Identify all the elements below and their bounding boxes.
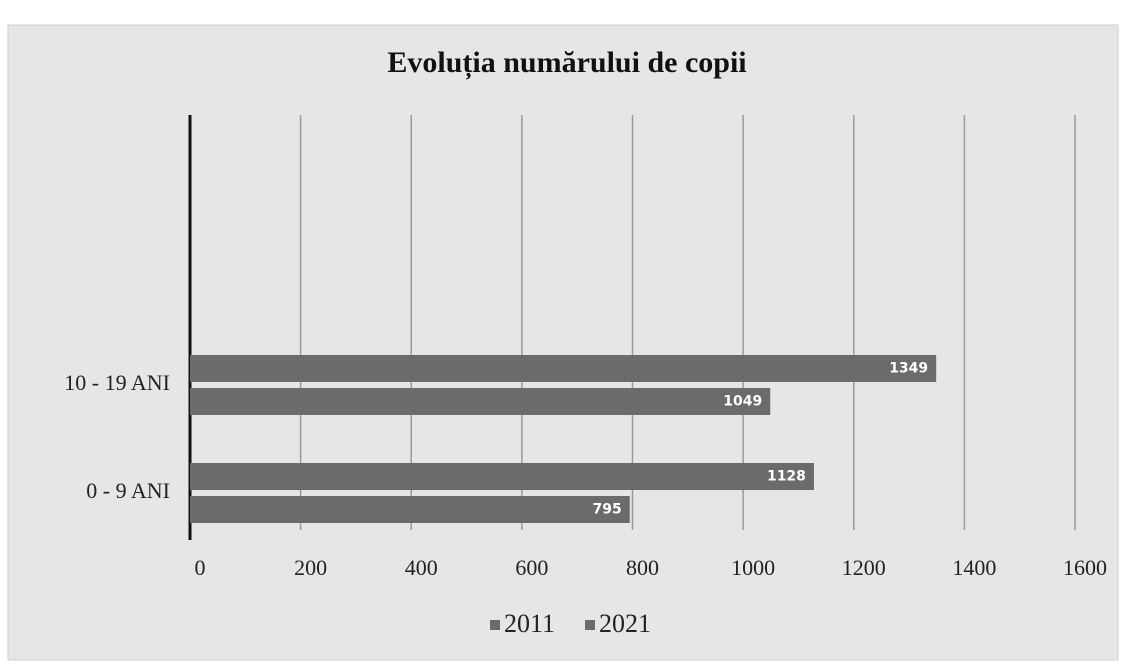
x-tick-label: 0 — [195, 555, 206, 580]
y-tick-label: 10 - 19 ANI — [64, 370, 170, 395]
x-tick-label: 800 — [626, 555, 659, 580]
y-tick-label: 0 - 9 ANI — [86, 478, 170, 503]
x-tick-label: 1400 — [952, 555, 996, 580]
data-label: 795 — [593, 502, 622, 518]
data-label: 1128 — [767, 469, 806, 485]
x-tick-label: 1200 — [842, 555, 886, 580]
x-tick-label: 1600 — [1063, 555, 1107, 580]
data-label: 1049 — [723, 394, 762, 410]
bar — [190, 388, 771, 415]
legend-swatch — [490, 620, 500, 630]
chart-background — [7, 24, 1119, 661]
x-tick-label: 1000 — [731, 555, 775, 580]
x-tick-label: 600 — [515, 555, 548, 580]
x-tick-label: 200 — [294, 555, 327, 580]
legend-label: 2021 — [599, 609, 651, 638]
legend-label: 2011 — [504, 609, 555, 638]
x-tick-label: 400 — [405, 555, 438, 580]
bar — [190, 355, 937, 382]
chart-title: Evoluția numărului de copii — [387, 46, 746, 80]
legend-swatch — [585, 620, 595, 630]
data-label: 1349 — [889, 361, 928, 377]
bar — [190, 496, 630, 523]
bar — [190, 463, 814, 490]
